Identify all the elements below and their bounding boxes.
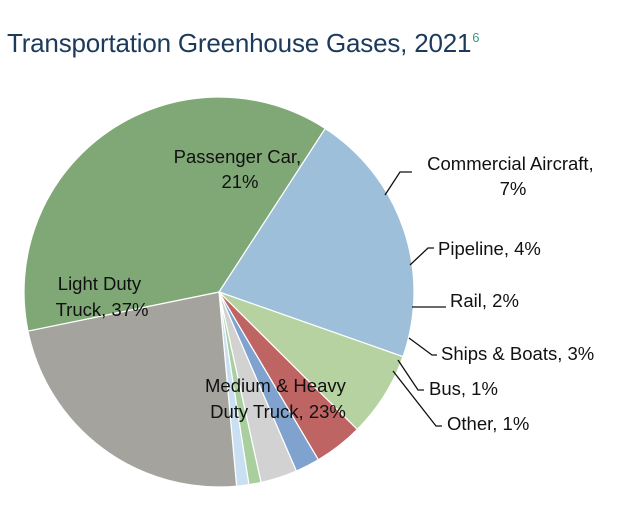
label-bus: Bus, 1% xyxy=(429,378,498,399)
label-ships-boats: Ships & Boats, 3% xyxy=(441,343,594,364)
label-light-duty-truck-value: Truck, 37% xyxy=(56,299,149,320)
label-passenger-car-name: Passenger Car, xyxy=(174,146,302,167)
leader-other xyxy=(392,370,442,427)
label-medium-heavy-truck-name: Medium & Heavy xyxy=(205,375,347,396)
leader-pipeline xyxy=(409,247,434,266)
label-passenger-car-value: 21% xyxy=(221,171,258,192)
leader-ships-boats xyxy=(408,337,437,356)
label-passenger-car: Passenger Car, 21% xyxy=(174,146,307,192)
label-rail: Rail, 2% xyxy=(450,290,519,311)
pie-slices xyxy=(23,96,415,488)
chart-title-text: Transportation Greenhouse Gases, 2021 xyxy=(7,28,472,58)
label-light-duty-truck: Light Duty Truck, 37% xyxy=(56,273,149,320)
label-commercial-aircraft-name: Commercial Aircraft, xyxy=(427,153,594,174)
leader-bus xyxy=(397,359,424,391)
label-commercial-aircraft-value: 7% xyxy=(500,178,527,199)
leader-commercial-aircraft xyxy=(384,171,412,196)
label-other: Other, 1% xyxy=(447,413,529,434)
leader-lines xyxy=(384,171,446,427)
pie-slice-medium-heavy-duty-truck xyxy=(27,291,238,488)
label-light-duty-truck-name: Light Duty xyxy=(58,273,142,294)
label-medium-heavy-truck-value: Duty Truck, 23% xyxy=(210,401,346,422)
label-pipeline: Pipeline, 4% xyxy=(438,238,541,259)
pie-slice-passenger-car xyxy=(218,127,415,358)
label-medium-heavy-truck: Medium & Heavy Duty Truck, 23% xyxy=(205,375,351,422)
chart-title: Transportation Greenhouse Gases, 20216 xyxy=(7,28,479,59)
footnote-marker: 6 xyxy=(472,30,480,45)
label-commercial-aircraft: Commercial Aircraft, 7% xyxy=(427,153,599,199)
pie-slice-light-duty-truck xyxy=(23,96,327,332)
